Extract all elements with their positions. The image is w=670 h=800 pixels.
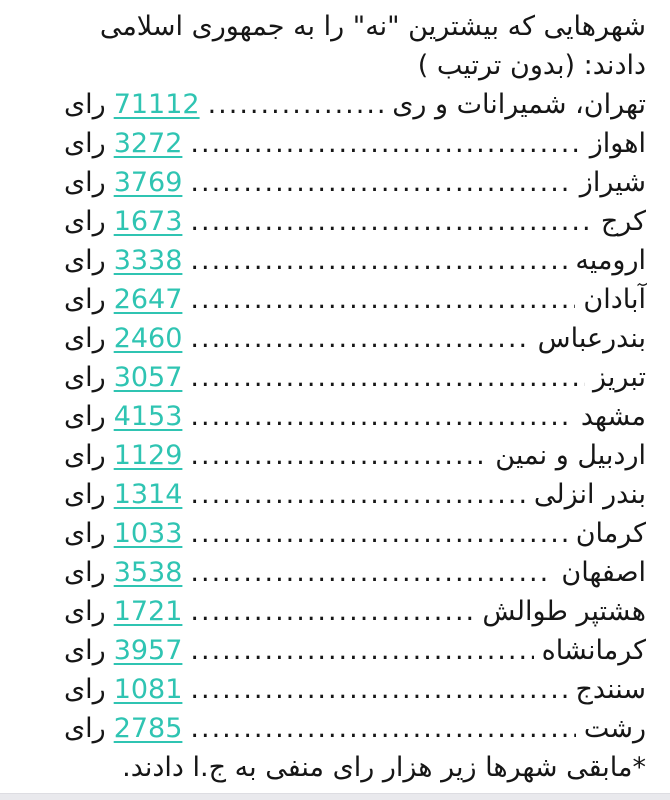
dot-leader: ........................................…	[190, 362, 585, 393]
city-row: ارومیه..................................…	[64, 241, 646, 280]
vote-count-link[interactable]: 3957	[113, 635, 183, 666]
page-title-line-2: دادند: (بدون ترتیب )	[417, 50, 646, 81]
votes-unit-label: رای	[64, 674, 106, 705]
votes-unit-label: رای	[64, 89, 106, 120]
city-row: اهواز...................................…	[64, 124, 646, 163]
city-name: ارومیه	[575, 245, 646, 276]
dot-leader: ........................................…	[190, 128, 582, 159]
city-row: بندرعباس................................…	[64, 319, 646, 358]
dot-leader: ........................................…	[190, 635, 533, 666]
dot-leader: ........................................…	[190, 674, 567, 705]
votes-unit-label: رای	[64, 128, 106, 159]
city-name: اهواز	[589, 128, 646, 159]
votes-unit-label: رای	[64, 323, 106, 354]
city-name: مشهد	[580, 401, 646, 432]
city-name: کرمان	[575, 518, 646, 549]
city-row: هشتپر طوالش.............................…	[64, 592, 646, 631]
votes-unit-label: رای	[64, 518, 106, 549]
city-name: هشتپر طوالش	[482, 596, 646, 627]
dot-leader: ........................................…	[190, 479, 525, 510]
city-row: شیراز...................................…	[64, 163, 646, 202]
vote-count-link[interactable]: 3769	[113, 167, 183, 198]
dot-leader: ........................................…	[190, 323, 530, 354]
dot-leader: ........................................…	[190, 284, 576, 315]
city-vote-list: تهران، شمیرانات و ری....................…	[24, 85, 646, 748]
vote-count-link[interactable]: 3272	[113, 128, 183, 159]
votes-unit-label: رای	[64, 596, 106, 627]
votes-unit-label: رای	[64, 362, 106, 393]
vote-count-link[interactable]: 1081	[113, 674, 183, 705]
vote-count-link[interactable]: 3057	[113, 362, 183, 393]
bottom-edge-strip	[0, 793, 670, 800]
votes-unit-label: رای	[64, 284, 106, 315]
city-row: کرج.....................................…	[64, 202, 646, 241]
vote-count-link[interactable]: 2647	[113, 284, 183, 315]
dot-leader: ........................................…	[190, 557, 553, 588]
city-name: شیراز	[579, 167, 646, 198]
vote-count-link[interactable]: 4153	[113, 401, 183, 432]
dot-leader: ........................................…	[190, 206, 593, 237]
votes-unit-label: رای	[64, 440, 106, 471]
city-row: سنندج...................................…	[64, 670, 646, 709]
city-row: اصفهان..................................…	[64, 553, 646, 592]
city-name: اردبیل و نمین	[495, 440, 646, 471]
city-name: رشت	[583, 713, 646, 744]
votes-unit-label: رای	[64, 206, 106, 237]
votes-unit-label: رای	[64, 401, 106, 432]
city-row: آبادان..................................…	[64, 280, 646, 319]
votes-unit-label: رای	[64, 479, 106, 510]
vote-count-link[interactable]: 1673	[113, 206, 183, 237]
vote-count-link[interactable]: 2785	[113, 713, 183, 744]
dot-leader: ........................................…	[190, 245, 567, 276]
city-name: بندر انزلی	[533, 479, 646, 510]
city-row: تهران، شمیرانات و ری....................…	[64, 85, 646, 124]
city-name: کرج	[600, 206, 646, 237]
city-row: بندر انزلی..............................…	[64, 475, 646, 514]
dot-leader: ........................................…	[190, 167, 572, 198]
dot-leader: ........................................…	[190, 401, 572, 432]
vote-count-link[interactable]: 3538	[113, 557, 183, 588]
city-name: تهران، شمیرانات و ری	[392, 89, 646, 120]
city-name: سنندج	[575, 674, 646, 705]
city-row: مشهد....................................…	[64, 397, 646, 436]
city-row: تبریز...................................…	[64, 358, 646, 397]
votes-unit-label: رای	[64, 245, 106, 276]
page-title-line-1: شهرهایی که بیشترین "نه" را به جمهوری اسل…	[99, 11, 646, 42]
city-row: کرمانشاه................................…	[64, 631, 646, 670]
votes-unit-label: رای	[64, 713, 106, 744]
vote-count-link[interactable]: 1721	[113, 596, 183, 627]
vote-count-link[interactable]: 3338	[113, 245, 183, 276]
vote-count-link[interactable]: 71112	[113, 89, 200, 120]
city-name: اصفهان	[561, 557, 646, 588]
dot-leader: ........................................…	[190, 596, 474, 627]
city-row: اردبیل و نمین...........................…	[64, 436, 646, 475]
dot-leader: ........................................…	[190, 713, 576, 744]
city-name: تبریز	[593, 362, 646, 393]
vote-count-link[interactable]: 1033	[113, 518, 183, 549]
city-name: بندرعباس	[537, 323, 646, 354]
dot-leader: ........................................…	[190, 518, 567, 549]
footnote: *مابقی شهرها زیر هزار رای منفی به ج.ا دا…	[122, 752, 646, 783]
vote-count-link[interactable]: 1314	[113, 479, 183, 510]
vote-count-link[interactable]: 1129	[113, 440, 183, 471]
dot-leader: ........................................…	[207, 89, 385, 120]
vote-count-link[interactable]: 2460	[113, 323, 183, 354]
votes-unit-label: رای	[64, 167, 106, 198]
city-row: رشت.....................................…	[64, 709, 646, 748]
city-name: آبادان	[583, 284, 646, 315]
city-row: کرمان...................................…	[64, 514, 646, 553]
dot-leader: ........................................…	[190, 440, 488, 471]
city-name: کرمانشاه	[541, 635, 646, 666]
votes-unit-label: رای	[64, 557, 106, 588]
votes-unit-label: رای	[64, 635, 106, 666]
